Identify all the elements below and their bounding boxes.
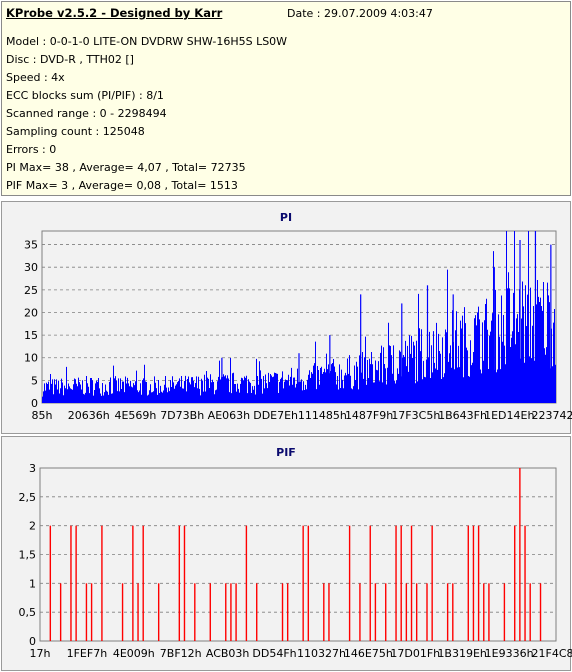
x-tick-label: 1FEF7h — [67, 647, 108, 660]
info-range: Scanned range : 0 - 2298494 — [6, 107, 167, 120]
series-bars — [49, 468, 542, 641]
info-disc: Disc : DVD-R , TTH02 [] — [6, 53, 134, 66]
y-tick-label: 35 — [24, 239, 38, 252]
x-tick-label: 1B643Fh — [438, 409, 487, 422]
x-tick-label: 1B319Eh — [437, 647, 486, 660]
x-tick-label: 110327h — [297, 647, 346, 660]
y-tick-label: 0 — [29, 635, 36, 648]
x-tick-label: ACB03h — [206, 647, 250, 660]
y-tick-label: 5 — [31, 374, 38, 387]
y-tick-label: 0 — [31, 397, 38, 410]
info-panel: KProbe v2.5.2 - Designed by Karr Date : … — [1, 1, 571, 196]
x-tick-label: 17h — [30, 647, 51, 660]
x-tick-label: 7D73Bh — [160, 409, 204, 422]
x-tick-label: 7BF12h — [160, 647, 202, 660]
info-sampling: Sampling count : 125048 — [6, 125, 145, 138]
scan-date: Date : 29.07.2009 4:03:47 — [287, 7, 433, 20]
info-pif-stats: PIF Max= 3 , Average= 0,08 , Total= 1513 — [6, 179, 238, 192]
pif-chart-title: PIF — [276, 446, 296, 459]
x-tick-label: 1487F9h — [345, 409, 393, 422]
y-tick-label: 30 — [24, 261, 38, 274]
pi-chart-title: PI — [279, 211, 293, 224]
y-tick-label: 3 — [29, 462, 36, 475]
y-tick-label: 1 — [29, 577, 36, 590]
info-model: Model : 0-0-1-0 LITE-ON DVDRW SHW-16H5S … — [6, 35, 288, 48]
y-tick-label: 25 — [24, 284, 38, 297]
y-tick-label: 20 — [24, 306, 38, 319]
x-tick-label: 1ED14Eh — [484, 409, 534, 422]
x-tick-label: 17D01Fh — [390, 647, 440, 660]
x-tick-label: 4E009h — [113, 647, 155, 660]
y-tick-label: 2,5 — [19, 491, 37, 504]
info-errors: Errors : 0 — [6, 143, 57, 156]
series-bars — [42, 231, 556, 403]
x-tick-label: 85h — [32, 409, 53, 422]
y-tick-label: 15 — [24, 329, 38, 342]
y-tick-label: 0,5 — [19, 606, 37, 619]
x-tick-label: DD54Fh — [252, 647, 296, 660]
x-tick-label: 20636h — [68, 409, 110, 422]
pif-chart-panel: PIF 0 0,5 1 1,5 2 2,5 3 17h 1FEF7h 4E009h 7BF12h AC… — [1, 436, 572, 671]
app-title: KProbe v2.5.2 - Designed by Karr — [6, 6, 223, 20]
info-pi-stats: PI Max= 38 , Average= 4,07 , Total= 7273… — [6, 161, 246, 174]
y-tick-label: 10 — [24, 352, 38, 365]
info-speed: Speed : 4x — [6, 71, 65, 84]
x-tick-label: 1E9336h — [485, 647, 534, 660]
x-tick-label: AE063h — [208, 409, 250, 422]
pi-chart: 0 5 10 15 20 25 30 35 85h 20636h 4E569h 7D73Bh AE063… — [24, 230, 572, 422]
x-tick-label: 17F3C5h — [391, 409, 440, 422]
pi-chart-panel: PI 0 5 10 15 20 25 30 35 85h 20636h 4E569h 7D73Bh AE… — [1, 201, 572, 434]
y-tick-label: 2 — [29, 520, 36, 533]
x-tick-label: 111485h — [298, 409, 347, 422]
x-tick-label: 4E569h — [114, 409, 156, 422]
info-ecc: ECC blocks sum (PI/PIF) : 8/1 — [6, 89, 164, 102]
x-tick-label: DDE7Eh — [253, 409, 298, 422]
x-tick-label: 146E75h — [344, 647, 393, 660]
x-tick-label: 223742h — [532, 409, 572, 422]
x-tick-label: 21F4C8h — [532, 647, 572, 660]
pif-chart: 0 0,5 1 1,5 2 2,5 3 17h 1FEF7h 4E009h 7BF12h ACB03h… — [19, 462, 572, 660]
y-tick-label: 1,5 — [19, 549, 37, 562]
